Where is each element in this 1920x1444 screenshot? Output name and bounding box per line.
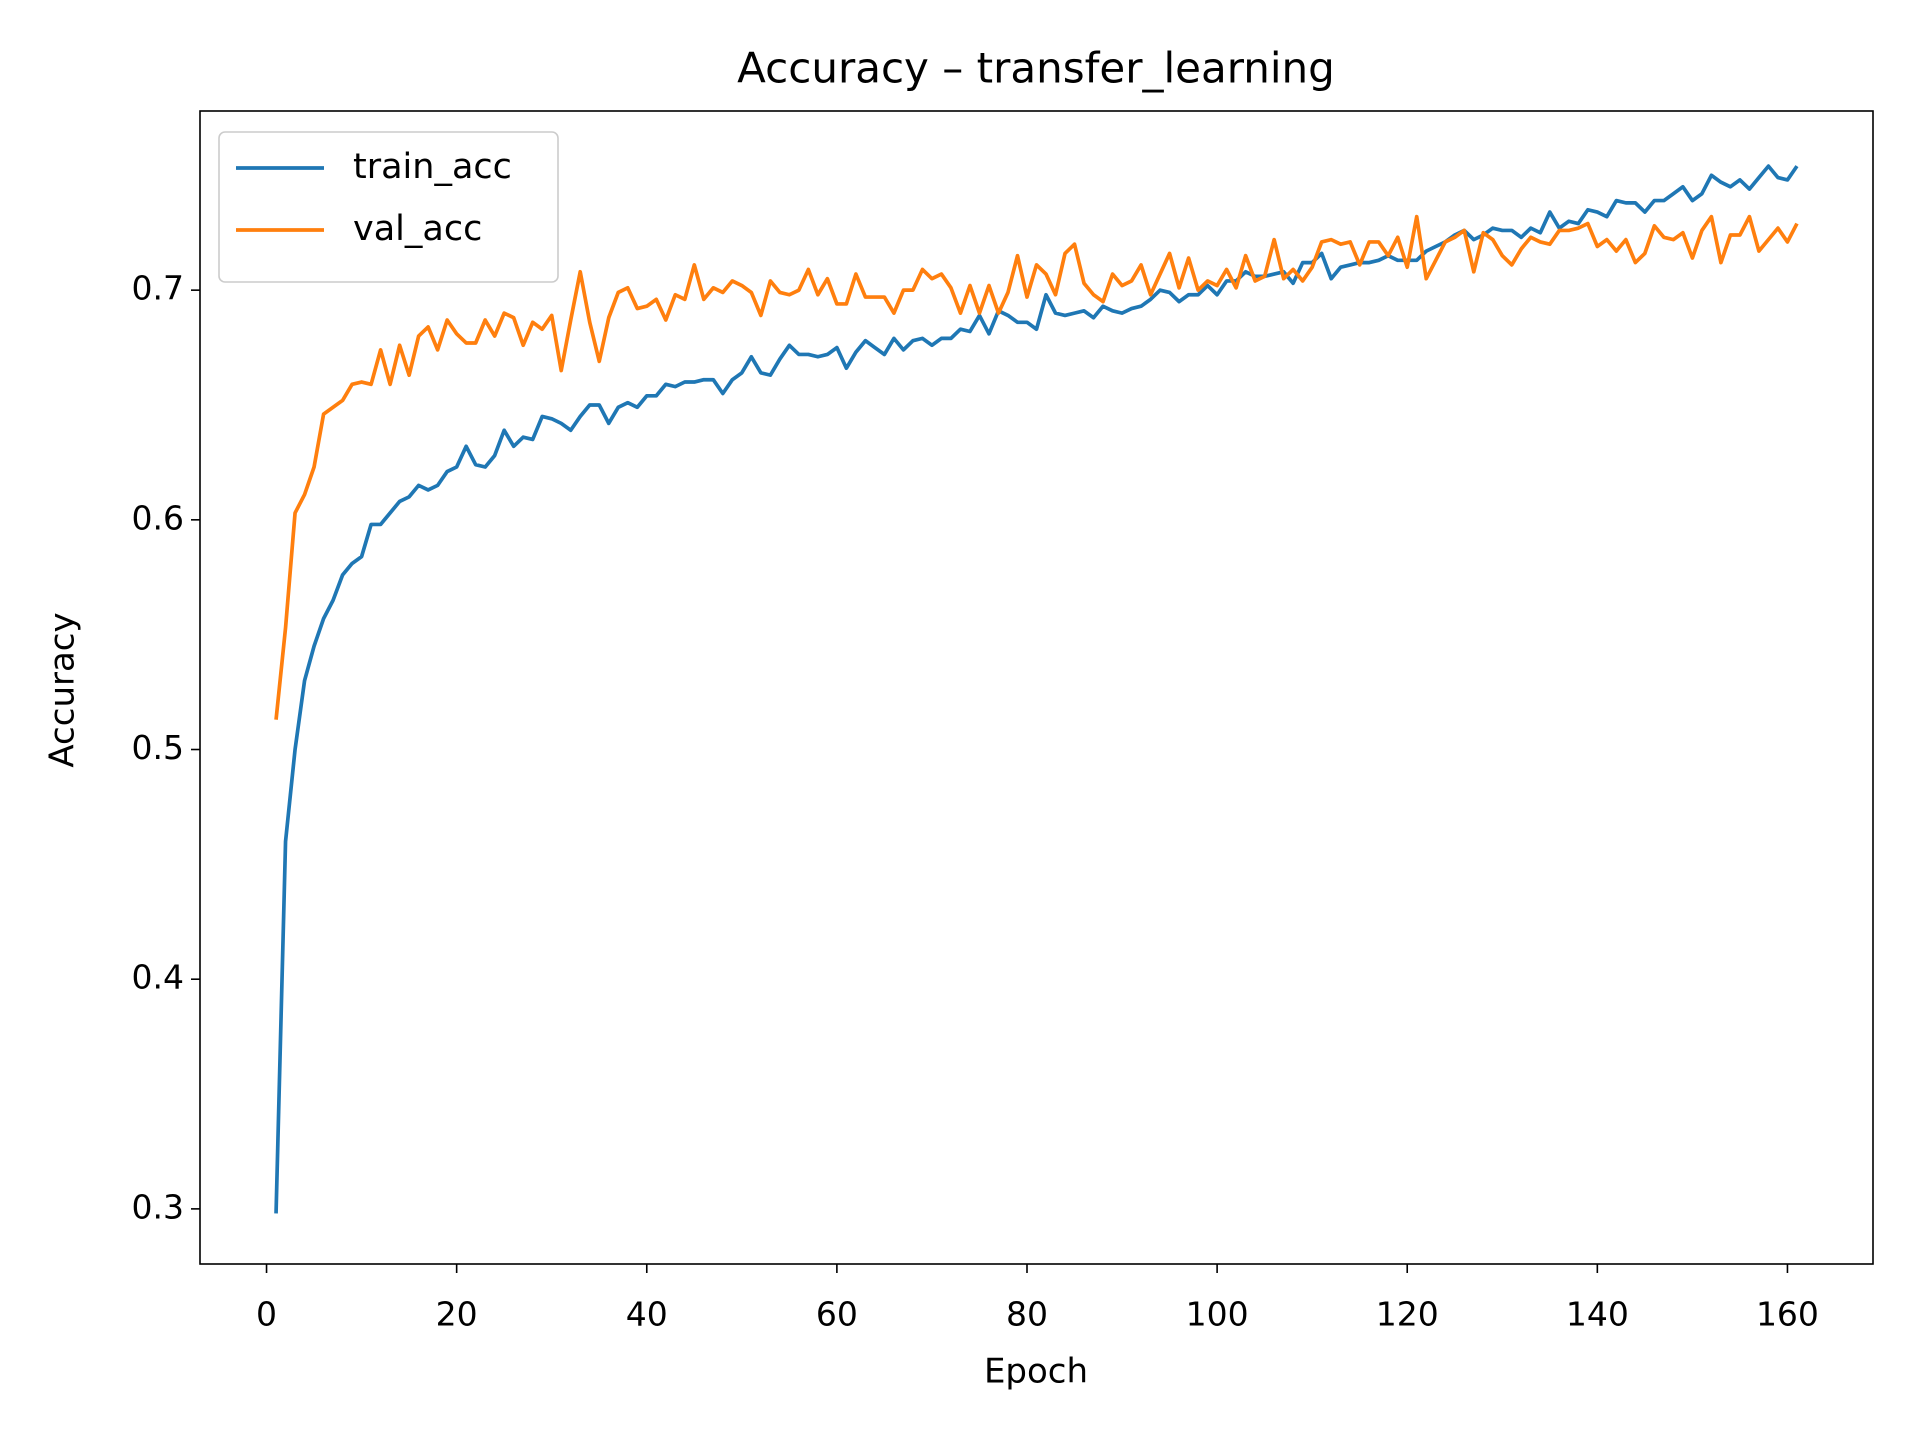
x-axis-label: Epoch — [984, 1352, 1088, 1392]
series-line — [274, 164, 1799, 1214]
y-tick-label: 0.7 — [132, 269, 184, 308]
legend-label: val_acc — [353, 209, 482, 249]
legend-label: train_acc — [353, 147, 512, 187]
y-tick-label: 0.4 — [132, 958, 184, 997]
y-tick-label: 0.5 — [132, 728, 184, 767]
x-tick-label: 60 — [816, 1295, 858, 1334]
axes-frame — [199, 110, 1874, 1265]
x-tick-label: 100 — [1186, 1295, 1249, 1334]
y-axis-label: Accuracy — [43, 612, 83, 767]
y-tick-label: 0.3 — [132, 1187, 184, 1226]
legend: train_acc val_acc — [218, 131, 559, 283]
series-line — [274, 214, 1799, 720]
plot-area — [274, 164, 1799, 1214]
x-tick-label: 140 — [1566, 1295, 1629, 1334]
y-tick-label: 0.6 — [132, 498, 184, 537]
x-tick-label: 120 — [1376, 1295, 1439, 1334]
chart-title: Accuracy – transfer_learning — [737, 44, 1335, 93]
x-tick-label: 160 — [1756, 1295, 1819, 1334]
x-tick-label: 40 — [626, 1295, 668, 1334]
x-tick-label: 80 — [1006, 1295, 1048, 1334]
x-tick-label: 20 — [436, 1295, 478, 1334]
x-tick-label: 0 — [256, 1295, 277, 1334]
